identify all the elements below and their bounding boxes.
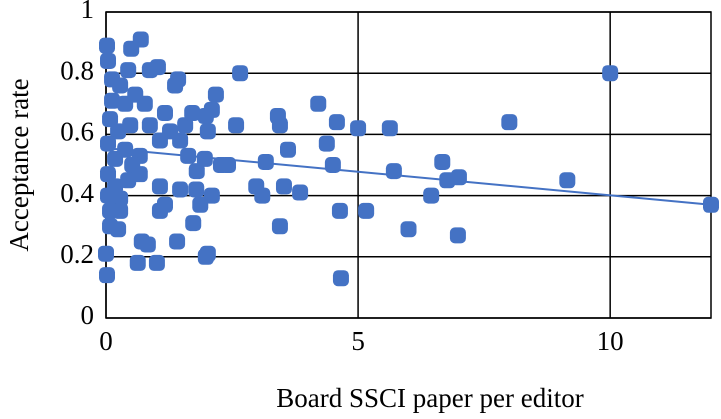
data-point	[358, 202, 375, 219]
data-point	[197, 248, 214, 265]
data-point	[275, 178, 292, 195]
x-tick-label: 5	[351, 326, 365, 356]
data-point	[129, 254, 146, 271]
data-point	[99, 37, 116, 54]
data-point	[110, 221, 127, 238]
data-point	[177, 117, 194, 134]
data-point	[197, 108, 214, 125]
data-point	[280, 141, 297, 158]
data-point	[212, 157, 229, 173]
data-point	[184, 104, 201, 121]
data-point	[167, 77, 184, 94]
data-point	[102, 202, 119, 219]
data-point	[203, 187, 220, 204]
data-point	[328, 114, 345, 131]
data-point	[99, 267, 116, 284]
data-point	[332, 270, 349, 287]
data-point	[188, 181, 205, 198]
y-tick-label: 0.4	[60, 178, 94, 208]
data-point	[400, 221, 417, 238]
data-point	[169, 233, 186, 250]
data-point	[141, 62, 158, 79]
y-tick-label: 0.6	[60, 117, 94, 147]
data-point	[271, 117, 288, 134]
data-point	[180, 147, 197, 164]
data-point	[151, 132, 168, 149]
data-point	[350, 120, 367, 137]
data-point	[100, 187, 117, 204]
x-tick-label: 10	[597, 326, 624, 356]
data-point	[501, 114, 518, 131]
data-point	[185, 215, 202, 232]
data-point	[207, 86, 224, 103]
data-point	[98, 245, 114, 262]
data-point	[112, 77, 129, 94]
data-point	[131, 166, 148, 183]
data-point	[434, 153, 451, 170]
data-point	[310, 95, 327, 112]
data-point	[141, 117, 158, 134]
data-point	[112, 190, 129, 207]
y-tick-label: 0	[81, 300, 95, 330]
data-point	[292, 184, 309, 201]
x-tick-label: 0	[99, 326, 113, 356]
data-point	[110, 123, 127, 140]
data-point	[172, 132, 189, 149]
data-point	[381, 120, 398, 137]
data-point	[120, 62, 137, 79]
data-point	[248, 178, 265, 195]
data-point	[102, 111, 119, 128]
data-point	[199, 123, 216, 140]
data-point	[271, 218, 288, 235]
data-point	[703, 196, 719, 213]
data-point	[257, 153, 274, 170]
data-point	[324, 157, 341, 173]
data-point	[122, 117, 139, 134]
data-point	[385, 163, 402, 180]
data-point	[192, 196, 209, 213]
y-tick-label: 1	[81, 0, 95, 24]
data-point	[156, 104, 173, 121]
data-point	[439, 172, 456, 189]
data-point	[188, 163, 205, 180]
data-point	[100, 135, 117, 152]
data-point	[117, 141, 134, 158]
data-point	[449, 227, 466, 244]
data-point	[148, 254, 165, 271]
data-point	[139, 236, 156, 253]
data-point	[602, 65, 619, 82]
data-point	[232, 65, 249, 82]
data-point	[172, 181, 189, 198]
data-point	[228, 117, 245, 134]
data-point	[100, 166, 117, 183]
data-point	[151, 178, 168, 195]
data-point	[156, 196, 173, 213]
x-axis-title: Board SSCI paper per editor	[276, 383, 583, 413]
y-axis-title: Acceptance rate	[4, 78, 34, 251]
data-point	[318, 135, 335, 152]
data-point	[559, 172, 576, 189]
data-point	[127, 86, 144, 103]
data-point	[196, 150, 213, 167]
data-point	[104, 92, 121, 109]
data-point	[423, 187, 440, 204]
data-point	[331, 202, 348, 219]
y-tick-label: 0.2	[60, 239, 94, 269]
data-point	[100, 52, 117, 69]
y-tick-label: 0.8	[60, 55, 94, 85]
data-point	[123, 40, 140, 57]
